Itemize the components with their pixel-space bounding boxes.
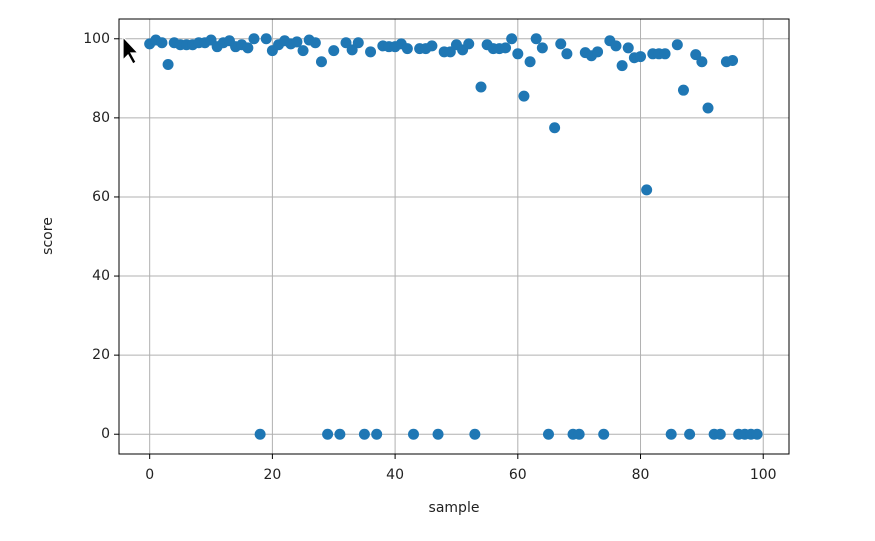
point: [469, 428, 481, 440]
point: [358, 428, 370, 440]
y-axis-label: score: [40, 217, 56, 255]
y-tick-label: 100: [83, 31, 110, 47]
point: [334, 428, 346, 440]
point: [242, 42, 254, 54]
point: [426, 40, 438, 52]
point: [696, 56, 708, 68]
point: [592, 46, 604, 58]
point: [346, 44, 358, 56]
x-tick-label: 20: [263, 467, 281, 483]
x-tick-label: 40: [386, 467, 404, 483]
point: [432, 428, 444, 440]
x-tick-label: 0: [145, 467, 154, 483]
point: [260, 33, 272, 45]
point: [684, 428, 696, 440]
y-tick-label: 0: [101, 426, 110, 442]
point: [315, 56, 327, 68]
y-tick-label: 80: [92, 110, 110, 126]
point: [162, 58, 174, 70]
point: [518, 90, 530, 102]
point: [530, 33, 542, 45]
point: [156, 37, 168, 49]
point: [365, 46, 377, 58]
mouse-cursor: [122, 35, 140, 65]
point: [475, 81, 487, 93]
point: [610, 40, 622, 52]
point: [659, 48, 671, 60]
axes-frame: [118, 18, 790, 455]
point: [444, 46, 456, 58]
point: [641, 184, 653, 196]
point: [371, 428, 383, 440]
point: [500, 42, 512, 54]
point: [751, 428, 763, 440]
x-tick-label: 60: [509, 467, 527, 483]
point: [512, 48, 524, 60]
point: [665, 428, 677, 440]
x-tick-label: 80: [632, 467, 650, 483]
point: [635, 51, 647, 63]
point: [690, 49, 702, 61]
point: [248, 33, 260, 45]
y-tick-label: 60: [92, 189, 110, 205]
x-tick-label: 100: [750, 467, 777, 483]
point: [555, 38, 567, 50]
point: [549, 122, 561, 134]
point: [297, 45, 309, 57]
point: [671, 39, 683, 51]
point: [291, 36, 303, 48]
point: [340, 37, 352, 49]
point: [727, 55, 739, 67]
point: [536, 42, 548, 54]
point: [702, 102, 714, 114]
point: [616, 60, 628, 72]
point: [714, 428, 726, 440]
point: [401, 43, 413, 55]
point: [677, 84, 689, 96]
y-tick-label: 20: [92, 347, 110, 363]
point: [352, 37, 364, 49]
point: [598, 428, 610, 440]
point: [322, 428, 334, 440]
point: [254, 428, 266, 440]
point: [542, 428, 554, 440]
y-tick-label: 40: [92, 268, 110, 284]
x-axis-label: sample: [429, 500, 480, 516]
point: [328, 45, 340, 57]
point: [408, 428, 420, 440]
point: [573, 428, 585, 440]
point: [463, 38, 475, 50]
point: [561, 48, 573, 60]
point: [309, 37, 321, 49]
point: [524, 56, 536, 68]
point: [506, 33, 518, 45]
point: [622, 42, 634, 54]
